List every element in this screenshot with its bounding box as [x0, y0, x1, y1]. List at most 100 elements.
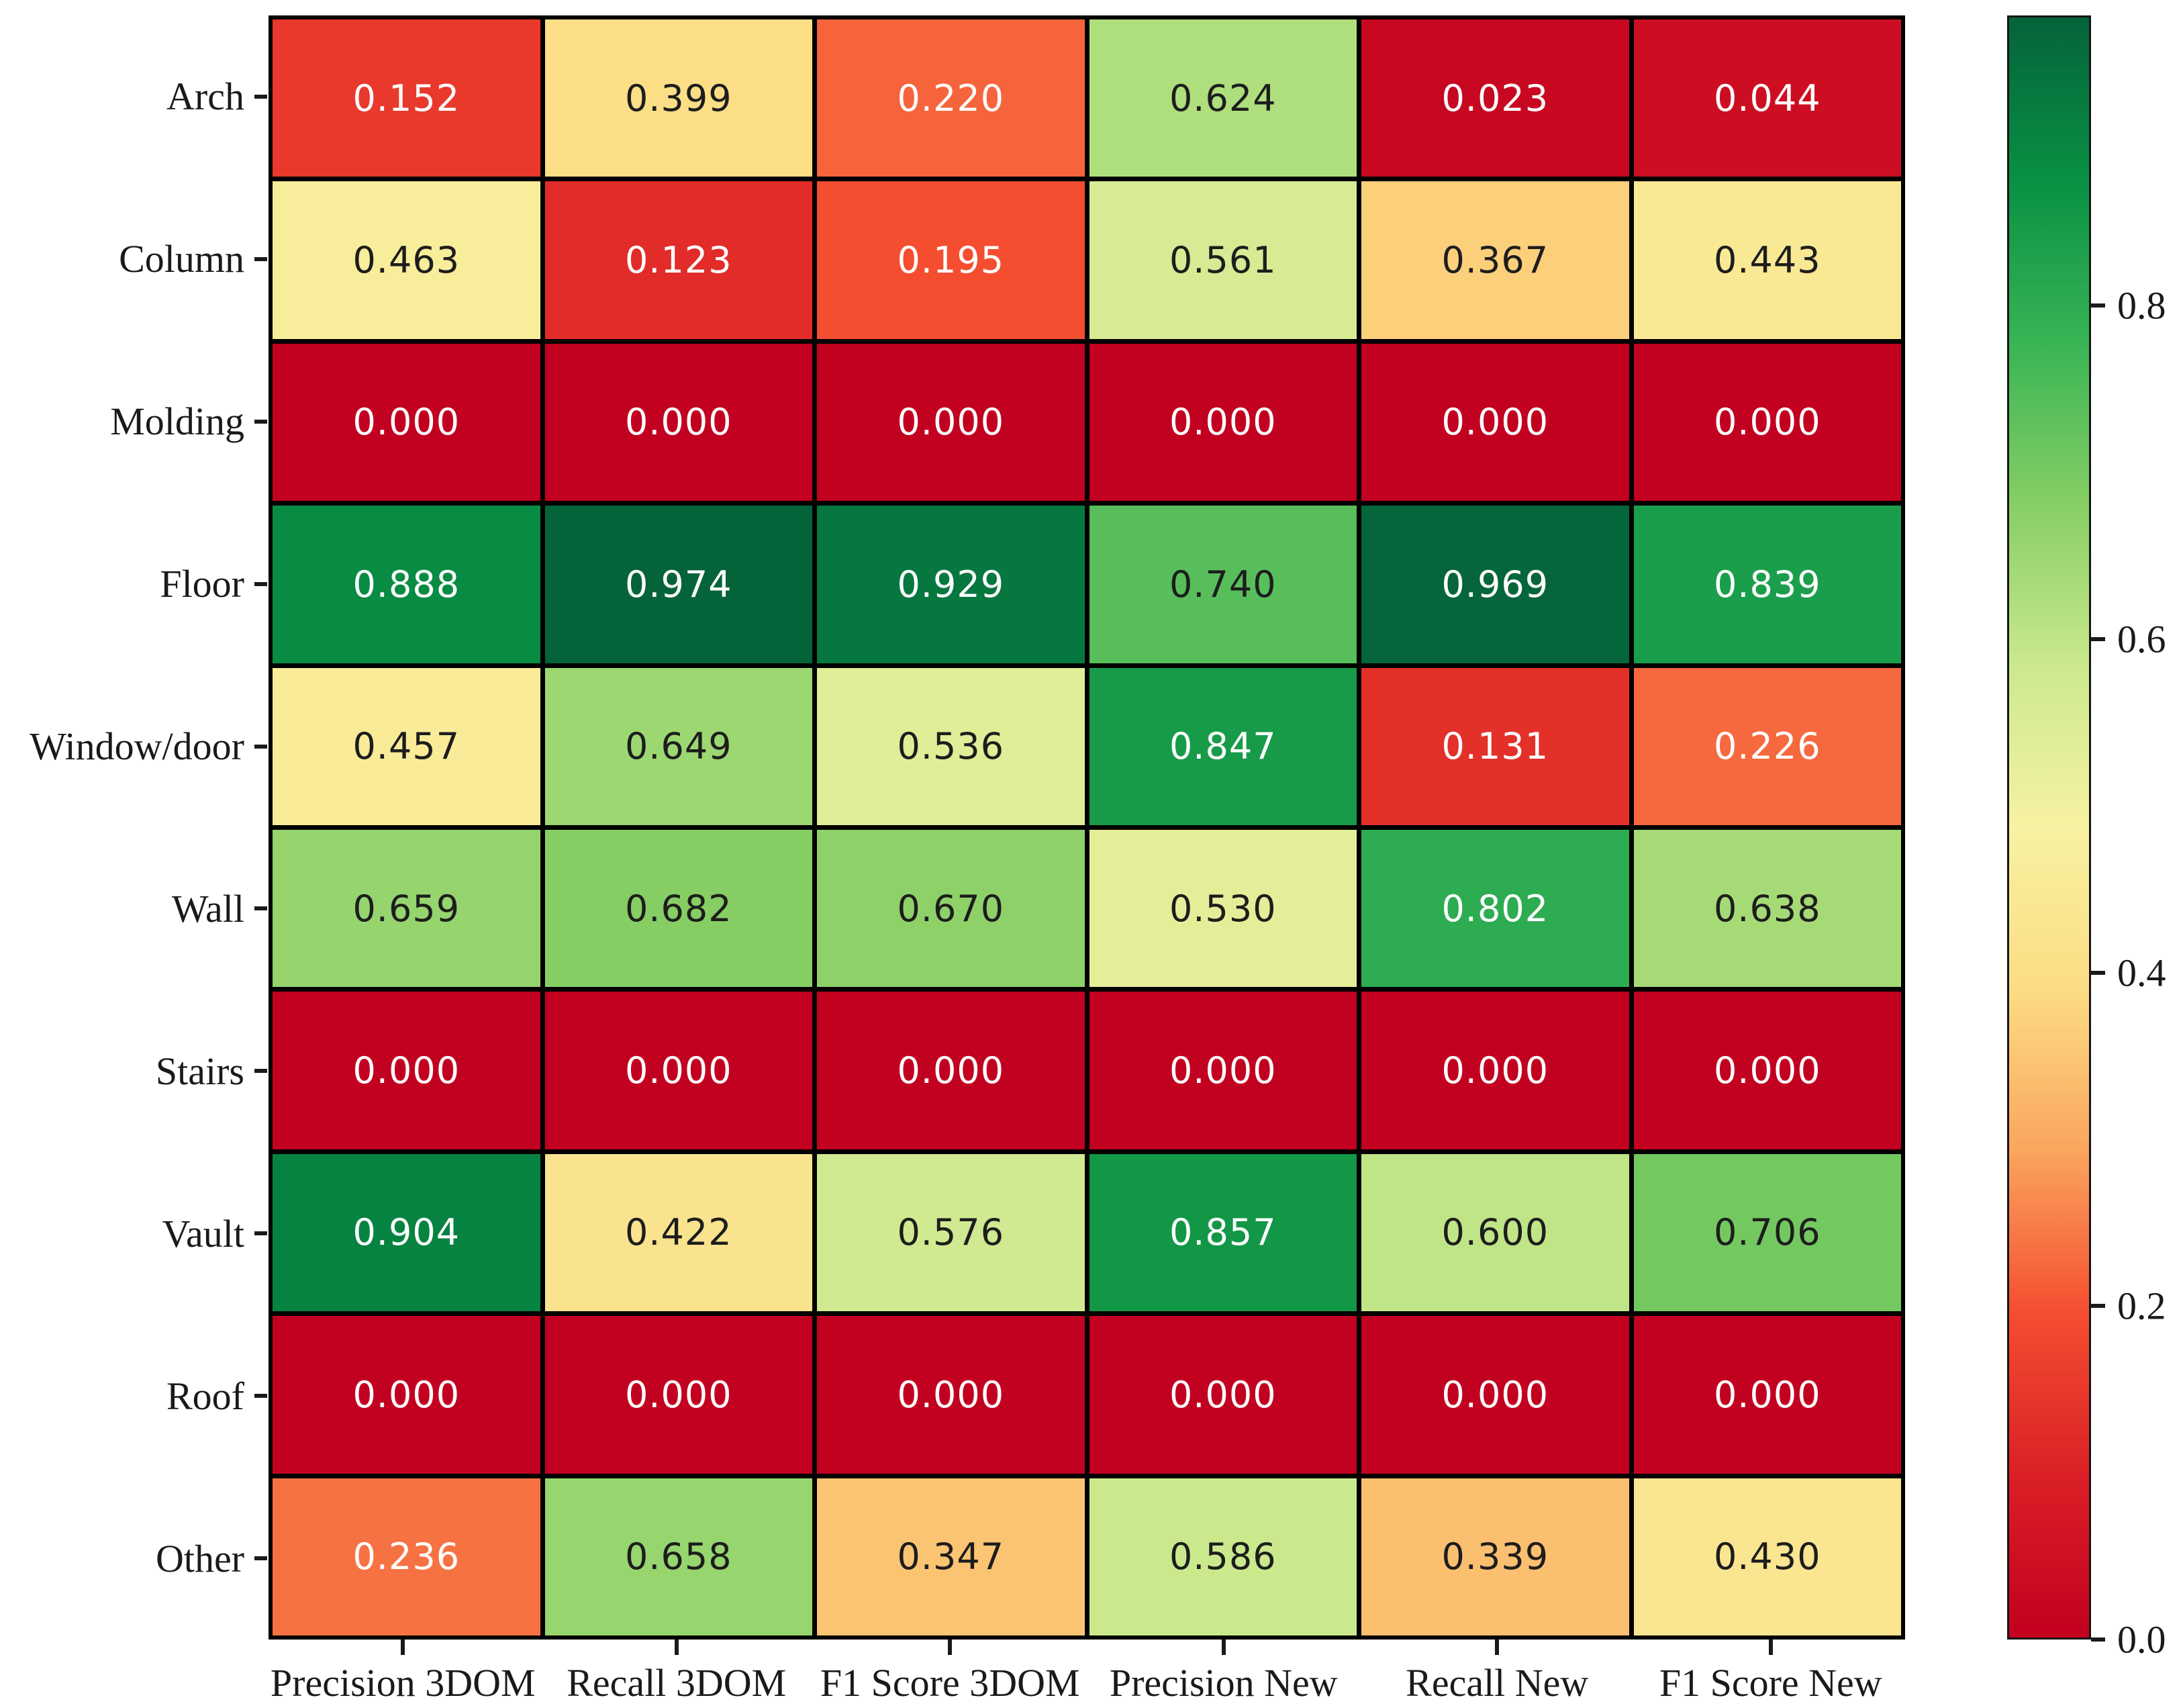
heatmap-cell: 0.367	[1361, 181, 1629, 339]
y-axis-label-text: Stairs	[155, 1049, 244, 1093]
x-axis-label-text: F1 Score 3DOM	[820, 1661, 1080, 1705]
heatmap-cell: 0.457	[273, 667, 540, 825]
y-axis-tick-mark	[254, 581, 267, 586]
y-axis-tick-mark	[254, 1556, 267, 1561]
y-axis-label: Window/door	[0, 665, 267, 828]
heatmap-cell: 0.974	[544, 506, 812, 663]
y-axis-label: Arch	[0, 15, 267, 178]
heatmap-cell: 0.399	[544, 19, 812, 177]
y-axis-tick-mark	[254, 744, 267, 749]
x-axis-label: Precision New	[1089, 1640, 1359, 1707]
x-axis-label-text: Precision New	[1109, 1661, 1338, 1705]
heatmap-cell: 0.000	[544, 992, 812, 1149]
heatmap-cell: 0.000	[817, 343, 1085, 502]
heatmap-cell: 0.000	[544, 1316, 812, 1474]
y-axis-tick-mark	[254, 1069, 267, 1074]
x-axis-tick-mark	[1495, 1640, 1500, 1655]
heatmap-cell: 0.706	[1633, 1153, 1901, 1312]
heatmap-cell: 0.929	[817, 506, 1085, 663]
y-axis-label: Vault	[0, 1152, 267, 1315]
heatmap-cell: 0.561	[1089, 181, 1357, 339]
heatmap-cell: 0.586	[1089, 1478, 1357, 1635]
y-axis-labels: Arch Column Molding Floor Window/door Wall Sta…	[0, 15, 267, 1640]
heatmap-grid: 0.152 0.399 0.220 0.624 0.023 0.044 0.463 0.123…	[269, 15, 1905, 1640]
heatmap-cell: 0.000	[817, 1316, 1085, 1474]
heatmap-cell: 0.802	[1361, 829, 1629, 988]
heatmap-cell: 0.422	[544, 1153, 812, 1312]
heatmap-cell: 0.195	[817, 181, 1085, 339]
heatmap-cell: 0.600	[1361, 1153, 1629, 1312]
x-axis-tick-mark	[674, 1640, 679, 1655]
y-axis-label: Other	[0, 1477, 267, 1640]
heatmap-cell: 0.000	[1361, 1316, 1629, 1474]
y-axis-tick-mark	[254, 906, 267, 911]
heatmap-cell: 0.624	[1089, 19, 1357, 177]
x-axis-label: Precision 3DOM	[269, 1640, 538, 1707]
heatmap-cell: 0.000	[1633, 992, 1901, 1149]
heatmap-cell: 0.226	[1633, 667, 1901, 825]
heatmap-cell: 0.649	[544, 667, 812, 825]
colorbar-tick-mark	[2091, 636, 2105, 641]
y-axis-tick-mark	[254, 1231, 267, 1236]
heatmap-cell: 0.000	[1089, 343, 1357, 502]
x-axis-tick-mark	[1221, 1640, 1226, 1655]
heatmap-cell: 0.000	[273, 992, 540, 1149]
colorbar-tick-mark	[2091, 1304, 2105, 1309]
y-axis-label-text: Column	[119, 237, 244, 281]
x-axis-label: F1 Score New	[1637, 1640, 1906, 1707]
x-axis-labels: Precision 3DOM Recall 3DOM F1 Score 3DOM Pr…	[269, 1640, 1905, 1707]
heatmap-cell: 0.670	[817, 829, 1085, 988]
y-axis-tick-mark	[254, 1394, 267, 1398]
heatmap-cell: 0.152	[273, 19, 540, 177]
y-axis-tick-mark	[254, 419, 267, 424]
colorbar-tick-mark	[2091, 303, 2105, 308]
heatmap-cell: 0.536	[817, 667, 1085, 825]
heatmap-cell: 0.131	[1361, 667, 1629, 825]
y-axis-label-text: Roof	[166, 1374, 244, 1418]
colorbar-tick-label: 0.0	[2117, 1617, 2166, 1662]
heatmap-cell: 0.236	[273, 1478, 540, 1635]
y-axis-label: Wall	[0, 827, 267, 990]
colorbar-tick-label: 0.4	[2117, 951, 2166, 995]
heatmap-cell: 0.463	[273, 181, 540, 339]
heatmap-cell: 0.000	[1089, 1316, 1357, 1474]
colorbar-tick-mark	[2091, 970, 2105, 975]
y-axis-label: Molding	[0, 340, 267, 503]
heatmap-cell: 0.000	[273, 1316, 540, 1474]
y-axis-label: Column	[0, 178, 267, 340]
y-axis-tick-mark	[254, 256, 267, 261]
y-axis-label: Floor	[0, 503, 267, 665]
x-axis-label: F1 Score 3DOM	[816, 1640, 1085, 1707]
heatmap-cell: 0.638	[1633, 829, 1901, 988]
x-axis-label-text: Recall New	[1406, 1661, 1589, 1705]
y-axis-label-text: Wall	[171, 886, 244, 931]
heatmap-cell: 0.347	[817, 1478, 1085, 1635]
y-axis-label-text: Window/door	[30, 724, 244, 769]
y-axis-label: Roof	[0, 1315, 267, 1477]
heatmap-cell: 0.659	[273, 829, 540, 988]
x-axis-label: Recall New	[1363, 1640, 1632, 1707]
y-axis-tick-mark	[254, 94, 267, 99]
heatmap-cell: 0.123	[544, 181, 812, 339]
heatmap-cell: 0.443	[1633, 181, 1901, 339]
heatmap-cell: 0.904	[273, 1153, 540, 1312]
heatmap-cell: 0.339	[1361, 1478, 1629, 1635]
heatmap-cell: 0.023	[1361, 19, 1629, 177]
y-axis-label-text: Molding	[110, 399, 244, 444]
colorbar-tick-label: 0.2	[2117, 1284, 2166, 1328]
heatmap-cell: 0.000	[1633, 1316, 1901, 1474]
heatmap-cell: 0.044	[1633, 19, 1901, 177]
colorbar: 0.0 0.2 0.4 0.6 0.8	[2007, 15, 2166, 1662]
heatmap-cell: 0.000	[544, 343, 812, 502]
y-axis-label-text: Arch	[166, 75, 244, 119]
x-axis-label: Recall 3DOM	[542, 1640, 812, 1707]
x-axis-tick-mark	[948, 1640, 953, 1655]
colorbar-gradient	[2007, 15, 2091, 1640]
heatmap-cell: 0.658	[544, 1478, 812, 1635]
heatmap-cell: 0.969	[1361, 506, 1629, 663]
x-axis-label-text: Precision 3DOM	[270, 1661, 536, 1705]
colorbar-tick-label: 0.8	[2117, 283, 2166, 328]
y-axis-label-text: Floor	[160, 562, 244, 606]
heatmap-cell: 0.430	[1633, 1478, 1901, 1635]
